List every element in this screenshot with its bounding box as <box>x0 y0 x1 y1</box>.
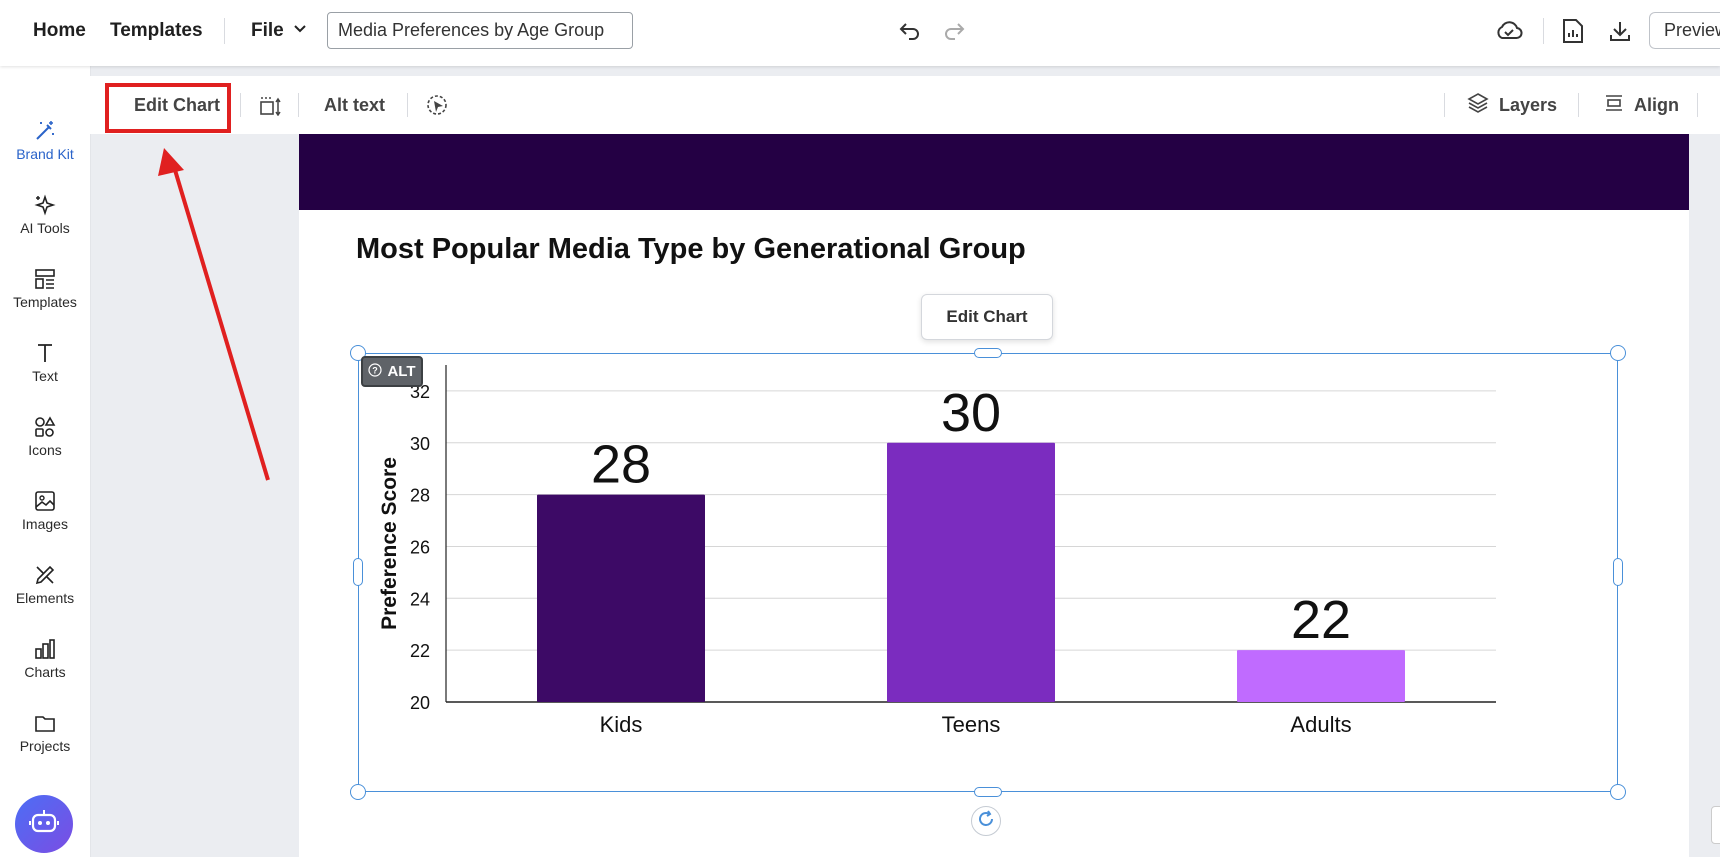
layers-button[interactable]: Layers <box>1467 76 1557 134</box>
resize-handle-right[interactable] <box>1613 558 1623 586</box>
sidebar-item-templates[interactable]: Templates <box>0 266 90 310</box>
context-toolbar: Edit Chart Alt text Layers Align <box>90 76 1720 134</box>
document-title-input[interactable] <box>327 12 633 49</box>
y-tick-label: 20 <box>410 693 430 713</box>
sidebar-item-label: Elements <box>15 590 75 606</box>
edit-chart-toolbar-button[interactable]: Edit Chart <box>134 94 221 115</box>
align-button[interactable]: Align <box>1604 76 1679 134</box>
sidebar-item-brand-kit[interactable]: Brand Kit <box>0 118 90 162</box>
resize-handle-bottom[interactable] <box>974 787 1002 797</box>
divider <box>298 93 299 117</box>
divider <box>1444 93 1445 117</box>
rotate-handle[interactable] <box>971 806 1001 836</box>
cloud-saved-icon[interactable] <box>1494 16 1524 46</box>
edit-chart-floating-button[interactable]: Edit Chart <box>921 294 1053 340</box>
bar-chart-icon <box>33 636 57 662</box>
sidebar-item-label: Charts <box>24 664 66 680</box>
y-tick-label: 24 <box>410 589 430 609</box>
left-sidebar: Brand Kit AI Tools Templates Text Icons … <box>0 66 91 857</box>
data-label: 22 <box>1291 590 1351 650</box>
layers-label: Layers <box>1499 94 1558 115</box>
sidebar-item-images[interactable]: Images <box>0 488 90 532</box>
resize-handle-top-right[interactable] <box>1610 345 1626 361</box>
bar-adults <box>1237 650 1405 702</box>
redo-icon[interactable] <box>940 18 968 44</box>
sidebar-item-icons[interactable]: Icons <box>0 414 90 458</box>
resize-handle-top[interactable] <box>974 348 1002 358</box>
bar-kids <box>537 494 705 702</box>
data-label: 30 <box>941 383 1001 443</box>
x-tick-label: Teens <box>942 712 1001 737</box>
y-tick-label: 22 <box>410 641 430 661</box>
y-tick-label: 30 <box>410 434 430 454</box>
rotate-icon <box>977 809 995 833</box>
bar-teens <box>887 442 1055 702</box>
resize-handle-bottom-left[interactable] <box>350 784 366 800</box>
x-tick-label: Kids <box>600 712 643 737</box>
help-circle-icon: ? <box>368 362 383 381</box>
sidebar-item-charts[interactable]: Charts <box>0 636 90 680</box>
divider <box>1543 18 1544 44</box>
header-banner[interactable] <box>299 134 1689 210</box>
folder-icon <box>33 710 57 736</box>
divider <box>407 93 408 117</box>
y-tick-label: 28 <box>410 486 430 506</box>
scrollbar-handle[interactable] <box>1711 806 1720 844</box>
image-icon <box>33 488 57 514</box>
data-label: 28 <box>591 435 651 495</box>
align-label: Align <box>1634 94 1679 115</box>
canvas-page[interactable]: Most Popular Media Type by Generational … <box>299 134 1689 857</box>
chevron-down-icon <box>292 20 308 42</box>
file-menu-label: File <box>251 20 284 41</box>
text-icon <box>33 340 57 366</box>
resize-handle-bottom-right[interactable] <box>1610 784 1626 800</box>
file-menu[interactable]: File <box>251 20 308 42</box>
sidebar-item-text[interactable]: Text <box>0 340 90 384</box>
elements-icon <box>33 562 57 588</box>
sidebar-item-label: Text <box>32 368 58 384</box>
sidebar-item-label: AI Tools <box>20 220 70 236</box>
report-file-icon[interactable] <box>1558 16 1588 46</box>
alt-text-button[interactable]: Alt text <box>324 94 386 115</box>
red-arrow-annotation <box>158 148 270 481</box>
alt-badge-label: ALT <box>387 363 416 380</box>
x-tick-label: Adults <box>1290 712 1351 737</box>
y-axis-label: Preference Score <box>378 457 401 630</box>
undo-icon[interactable] <box>896 18 924 44</box>
alt-badge[interactable]: ? ALT <box>361 356 423 387</box>
magic-wand-icon <box>33 118 57 144</box>
templates-link[interactable]: Templates <box>110 20 203 41</box>
sparkles-icon <box>33 192 57 218</box>
sidebar-item-projects[interactable]: Projects <box>0 710 90 754</box>
top-bar: Home Templates File Preview <box>0 0 1720 66</box>
templates-icon <box>33 266 57 292</box>
y-tick-label: 26 <box>410 537 430 557</box>
sidebar-item-ai-tools[interactable]: AI Tools <box>0 192 90 236</box>
robot-icon <box>28 807 60 842</box>
layers-icon <box>1467 92 1489 119</box>
selection-frame <box>358 353 1618 792</box>
resize-icon[interactable] <box>257 93 283 117</box>
divider <box>1697 93 1698 117</box>
shapes-icon <box>33 414 57 440</box>
sidebar-item-label: Icons <box>28 442 62 458</box>
divider <box>1578 93 1579 117</box>
divider <box>224 18 225 44</box>
sidebar-item-elements[interactable]: Elements <box>0 562 90 606</box>
animation-icon[interactable] <box>424 92 450 118</box>
resize-handle-left[interactable] <box>353 558 363 586</box>
svg-text:?: ? <box>373 365 379 375</box>
sidebar-item-label: Templates <box>13 294 77 310</box>
sidebar-item-label: Brand Kit <box>16 146 74 162</box>
ai-assistant-button[interactable] <box>15 795 73 853</box>
download-icon[interactable] <box>1605 16 1635 46</box>
sidebar-item-label: Images <box>22 516 68 532</box>
chart-title-text[interactable]: Most Popular Media Type by Generational … <box>356 233 1026 265</box>
home-link[interactable]: Home <box>33 20 86 41</box>
align-icon <box>1604 93 1624 118</box>
sidebar-item-label: Projects <box>19 738 71 754</box>
divider <box>240 93 241 117</box>
preview-button[interactable]: Preview <box>1649 12 1720 49</box>
